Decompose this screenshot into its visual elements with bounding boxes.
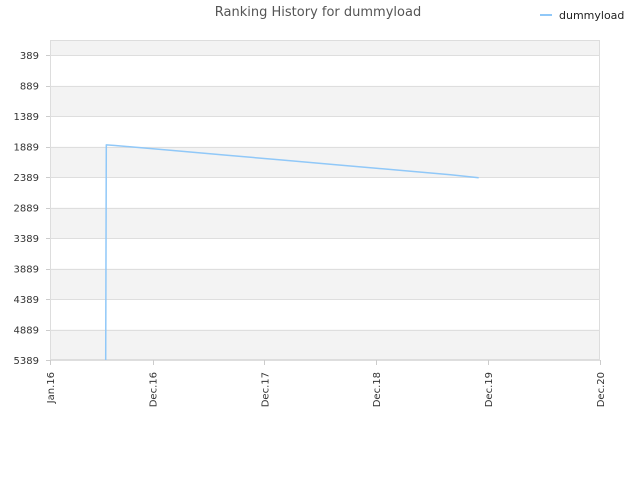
plot-band — [50, 329, 600, 360]
plot-band — [50, 55, 600, 86]
legend-label-dummyload: dummyload — [559, 9, 624, 22]
chart-title: Ranking History for dummyload — [215, 5, 421, 20]
plot-band — [50, 177, 600, 208]
series-line-dummyload — [104, 144, 479, 361]
y-tick-label: 889 — [20, 82, 39, 93]
plot-band — [50, 207, 600, 239]
y-tick-label: 5389 — [14, 356, 39, 367]
y-tick-label: 1889 — [14, 143, 39, 154]
plot-band — [50, 299, 600, 330]
y-tick-label: 2889 — [14, 204, 39, 215]
y-tick-label: 389 — [20, 51, 39, 62]
x-tick-label: Dec.16 — [149, 372, 160, 407]
plot-band — [50, 238, 600, 269]
y-tick-label: 4889 — [14, 326, 39, 337]
plot-band — [50, 268, 600, 300]
x-tick-label: Dec.17 — [260, 372, 271, 407]
plot-frame — [50, 40, 600, 360]
y-tick-label: 3389 — [14, 234, 39, 245]
y-tick-label: 3889 — [14, 265, 39, 276]
x-axis-ticks: Jan.16 Dec.16 Dec.17 Dec.18 Dec.19 Dec.20 — [46, 360, 607, 407]
y-tick-label: 1389 — [14, 112, 39, 123]
legend[interactable]: dummyload — [540, 9, 624, 22]
x-tick-label: Dec.19 — [484, 372, 495, 407]
plot-band — [50, 116, 600, 147]
plot-background — [50, 40, 600, 360]
plot-band — [50, 40, 600, 56]
y-tick-label: 2389 — [14, 173, 39, 184]
plot-band — [50, 146, 600, 178]
series-layer — [104, 144, 479, 361]
x-tick-label: Dec.18 — [372, 372, 383, 407]
x-tick-label: Jan.16 — [46, 372, 57, 404]
y-tick-label: 4389 — [14, 295, 39, 306]
x-tick-label: Dec.20 — [596, 372, 607, 407]
plot-band — [50, 85, 600, 117]
y-axis-ticks: 389 889 1389 1889 2389 2889 3389 3889 4389 4889 53… — [14, 51, 50, 367]
